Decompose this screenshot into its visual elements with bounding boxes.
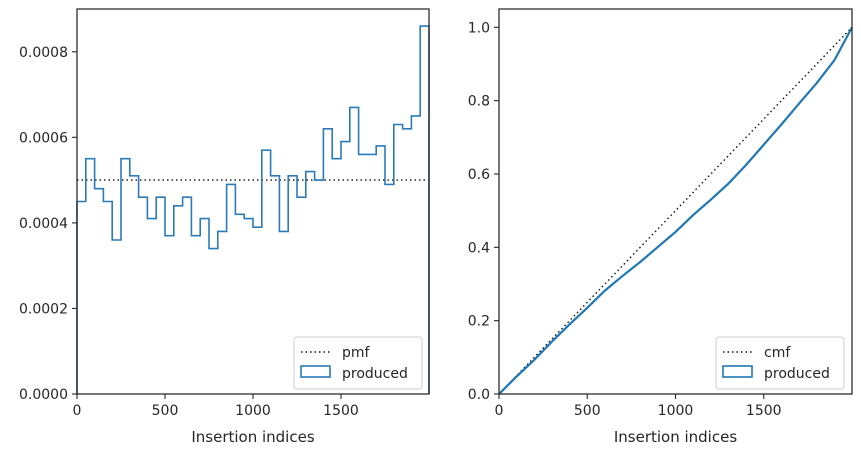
x-tick-label: 500: [574, 403, 601, 419]
left-legend-box: [293, 336, 423, 390]
y-tick-label: 0.0008: [19, 45, 68, 61]
right-legend: cmf produced: [715, 336, 845, 390]
x-tick-label: 0: [73, 403, 82, 419]
y-tick-label: 0.6: [468, 167, 490, 183]
left-x-ticks: 0 500 1000 1500: [73, 394, 359, 419]
x-tick-label: 1000: [235, 403, 271, 419]
y-tick-label: 0.0: [468, 387, 490, 403]
y-tick-label: 0.8: [468, 94, 490, 110]
right-panel: 0 500 1000 1500 0.0 0.2 0.4 0.6 0.8 1.0 Insertio…: [468, 8, 853, 446]
right-legend-produced-label: produced: [764, 366, 830, 382]
right-legend-produced-swatch: [722, 365, 753, 378]
y-tick-label: 0.0004: [19, 216, 68, 232]
left-panel: 0 500 1000 1500 0.00000.00020.00040.00060.0…: [19, 8, 430, 446]
left-legend-produced-label: produced: [342, 366, 408, 382]
right-legend-box: [715, 336, 845, 390]
x-tick-label: 500: [152, 403, 179, 419]
right-plot-frame: [498, 8, 853, 395]
left-plot-frame: [76, 8, 430, 395]
right-cmf-line: [498, 26, 853, 395]
right-legend-cmf-label: cmf: [764, 345, 791, 361]
right-x-axis-label: Insertion indices: [614, 428, 737, 446]
left-produced-step: [76, 25, 430, 394]
left-legend: pmf produced: [293, 336, 423, 390]
x-tick-label: 0: [495, 403, 504, 419]
right-y-ticks: 0.0 0.2 0.4 0.6 0.8 1.0: [468, 20, 499, 403]
y-tick-label: 0.0006: [19, 130, 68, 146]
x-tick-label: 1500: [746, 403, 782, 419]
y-tick-label: 1.0: [468, 20, 490, 36]
x-tick-label: 1000: [658, 403, 694, 419]
right-x-ticks: 0 500 1000 1500: [495, 394, 782, 419]
y-tick-label: 0.4: [468, 240, 490, 256]
left-legend-pmf-label: pmf: [342, 345, 371, 361]
left-y-ticks: 0.0000 0.0002 0.0004 0.0006 0.0008: [19, 45, 77, 403]
right-produced-line: [498, 26, 853, 395]
y-tick-label: 0.0002: [19, 301, 68, 317]
y-tick-label: 0.0000: [19, 387, 68, 403]
left-legend-produced-swatch: [300, 365, 331, 378]
left-x-axis-label: Insertion indices: [191, 428, 314, 446]
x-tick-label: 1500: [323, 403, 359, 419]
y-tick-label: 0.2: [468, 314, 490, 330]
